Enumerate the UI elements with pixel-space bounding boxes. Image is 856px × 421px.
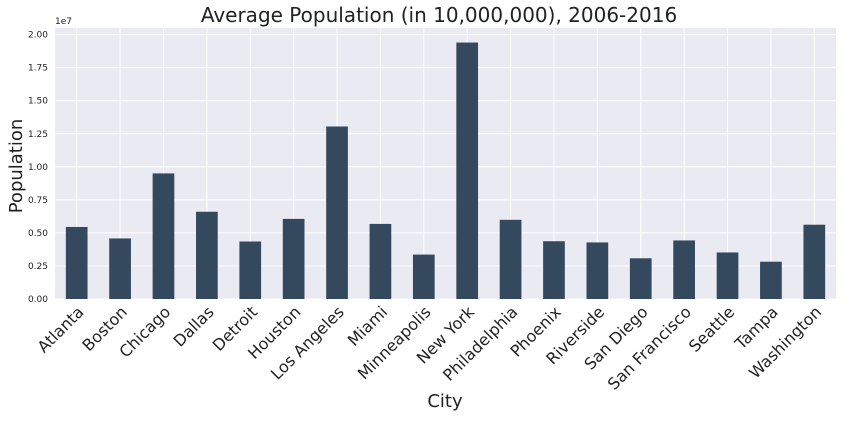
y-tick-labels: 0.00 0.25 0.50 0.75 1.00 1.25 1.50 1.75 2.00 [28,31,48,305]
bar-los-angeles [326,126,348,299]
y-tick-label: 0.75 [28,196,48,206]
bar-phoenix [543,241,565,299]
y-tick-label: 1.00 [28,163,48,173]
y-tick-label: 1.75 [28,64,48,74]
x-axis-label: City [427,391,463,412]
bar-new-york [456,42,479,299]
plot-area [55,28,836,299]
bar-miami [369,223,392,299]
bar-boston [109,238,131,299]
y-tick-label: 0.00 [28,295,48,305]
bar-washington [803,224,826,299]
y-tick-label: 1.25 [28,130,48,140]
bar-dallas [196,211,218,299]
bar-minneapolis [412,254,435,299]
bar-tampa [760,261,782,299]
x-tick-label: Seattle [685,302,738,355]
bar-detroit [239,241,262,299]
bar-seattle [716,252,739,299]
bars [65,42,826,299]
bar-chicago [152,173,175,299]
chart-title: Average Population (in 10,000,000), 2006… [201,3,677,27]
y-axis-offset-label: 1e7 [55,17,72,27]
bar-houston [282,218,305,299]
bar-riverside [586,242,609,299]
y-tick-label: 0.50 [28,229,48,239]
bar-san-francisco [673,240,695,299]
y-tick-label: 0.25 [28,262,48,272]
x-tick-labels: AtlantaBostonChicagoDallasDetroitHouston… [33,302,825,394]
bar-san-diego [629,258,652,299]
bar-atlanta [65,226,88,299]
bar-philadelphia [499,219,522,299]
y-tick-label: 1.50 [28,97,48,107]
y-tick-label: 2.00 [28,31,48,41]
y-axis-label: Population [6,119,27,214]
x-tick-label: Atlanta [33,302,87,356]
